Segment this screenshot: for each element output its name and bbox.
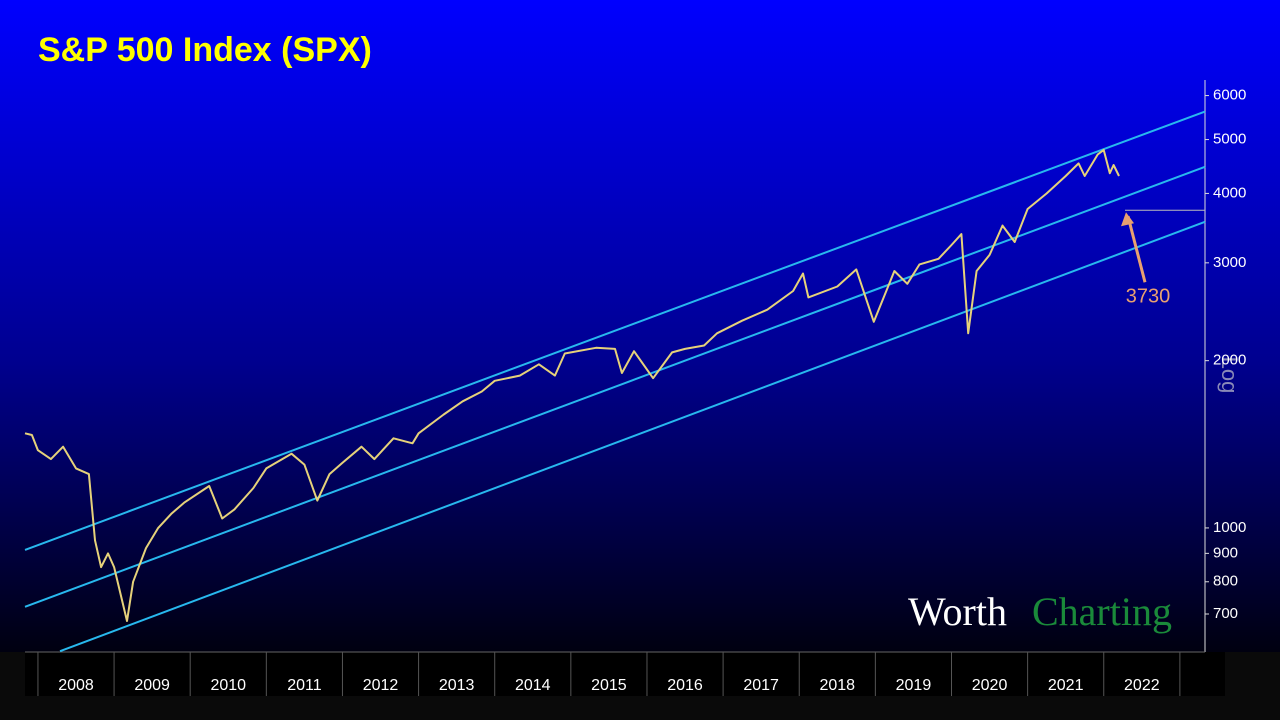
x-tick-label: 2022 [1124,677,1160,694]
y-tick-label: 6000 [1213,87,1246,104]
watermark: Worth [908,589,1007,634]
channel-line [24,110,1206,551]
scale-label: Log [1217,357,1242,394]
watermark: Charting [1032,589,1172,634]
channel-line [24,165,1206,608]
channel-line [59,220,1206,653]
price-line [24,148,1120,622]
x-tick-label: 2019 [896,677,932,694]
y-tick-label: 800 [1213,573,1238,590]
x-tick-label: 2010 [210,677,246,694]
y-tick-label: 4000 [1213,184,1246,201]
annotation-arrowhead [1121,212,1134,227]
y-tick-label: 2000 [1213,352,1246,369]
background [0,0,1280,652]
x-axis-band [25,652,1225,696]
x-tick-label: 2017 [743,677,779,694]
x-tick-label: 2015 [591,677,627,694]
y-tick-label: 3000 [1213,254,1246,271]
x-tick-label: 2013 [439,677,475,694]
x-tick-label: 2014 [515,677,551,694]
chart-title: S&P 500 Index (SPX) [38,31,372,69]
x-tick-label: 2008 [58,677,94,694]
x-tick-label: 2018 [819,677,855,694]
annotation-arrow [1126,215,1147,283]
x-tick-label: 2011 [287,677,322,694]
x-tick-label: 2012 [363,677,399,694]
x-tick-label: 2009 [134,677,170,694]
x-tick-label: 2020 [972,677,1008,694]
y-tick-label: 900 [1213,544,1238,561]
y-tick-label: 1000 [1213,519,1246,536]
y-tick-label: 700 [1213,605,1238,622]
x-tick-label: 2021 [1048,677,1084,694]
x-tick-label: 2016 [667,677,703,694]
y-tick-label: 5000 [1213,131,1246,148]
annotation-label: 3730 [1126,286,1171,308]
